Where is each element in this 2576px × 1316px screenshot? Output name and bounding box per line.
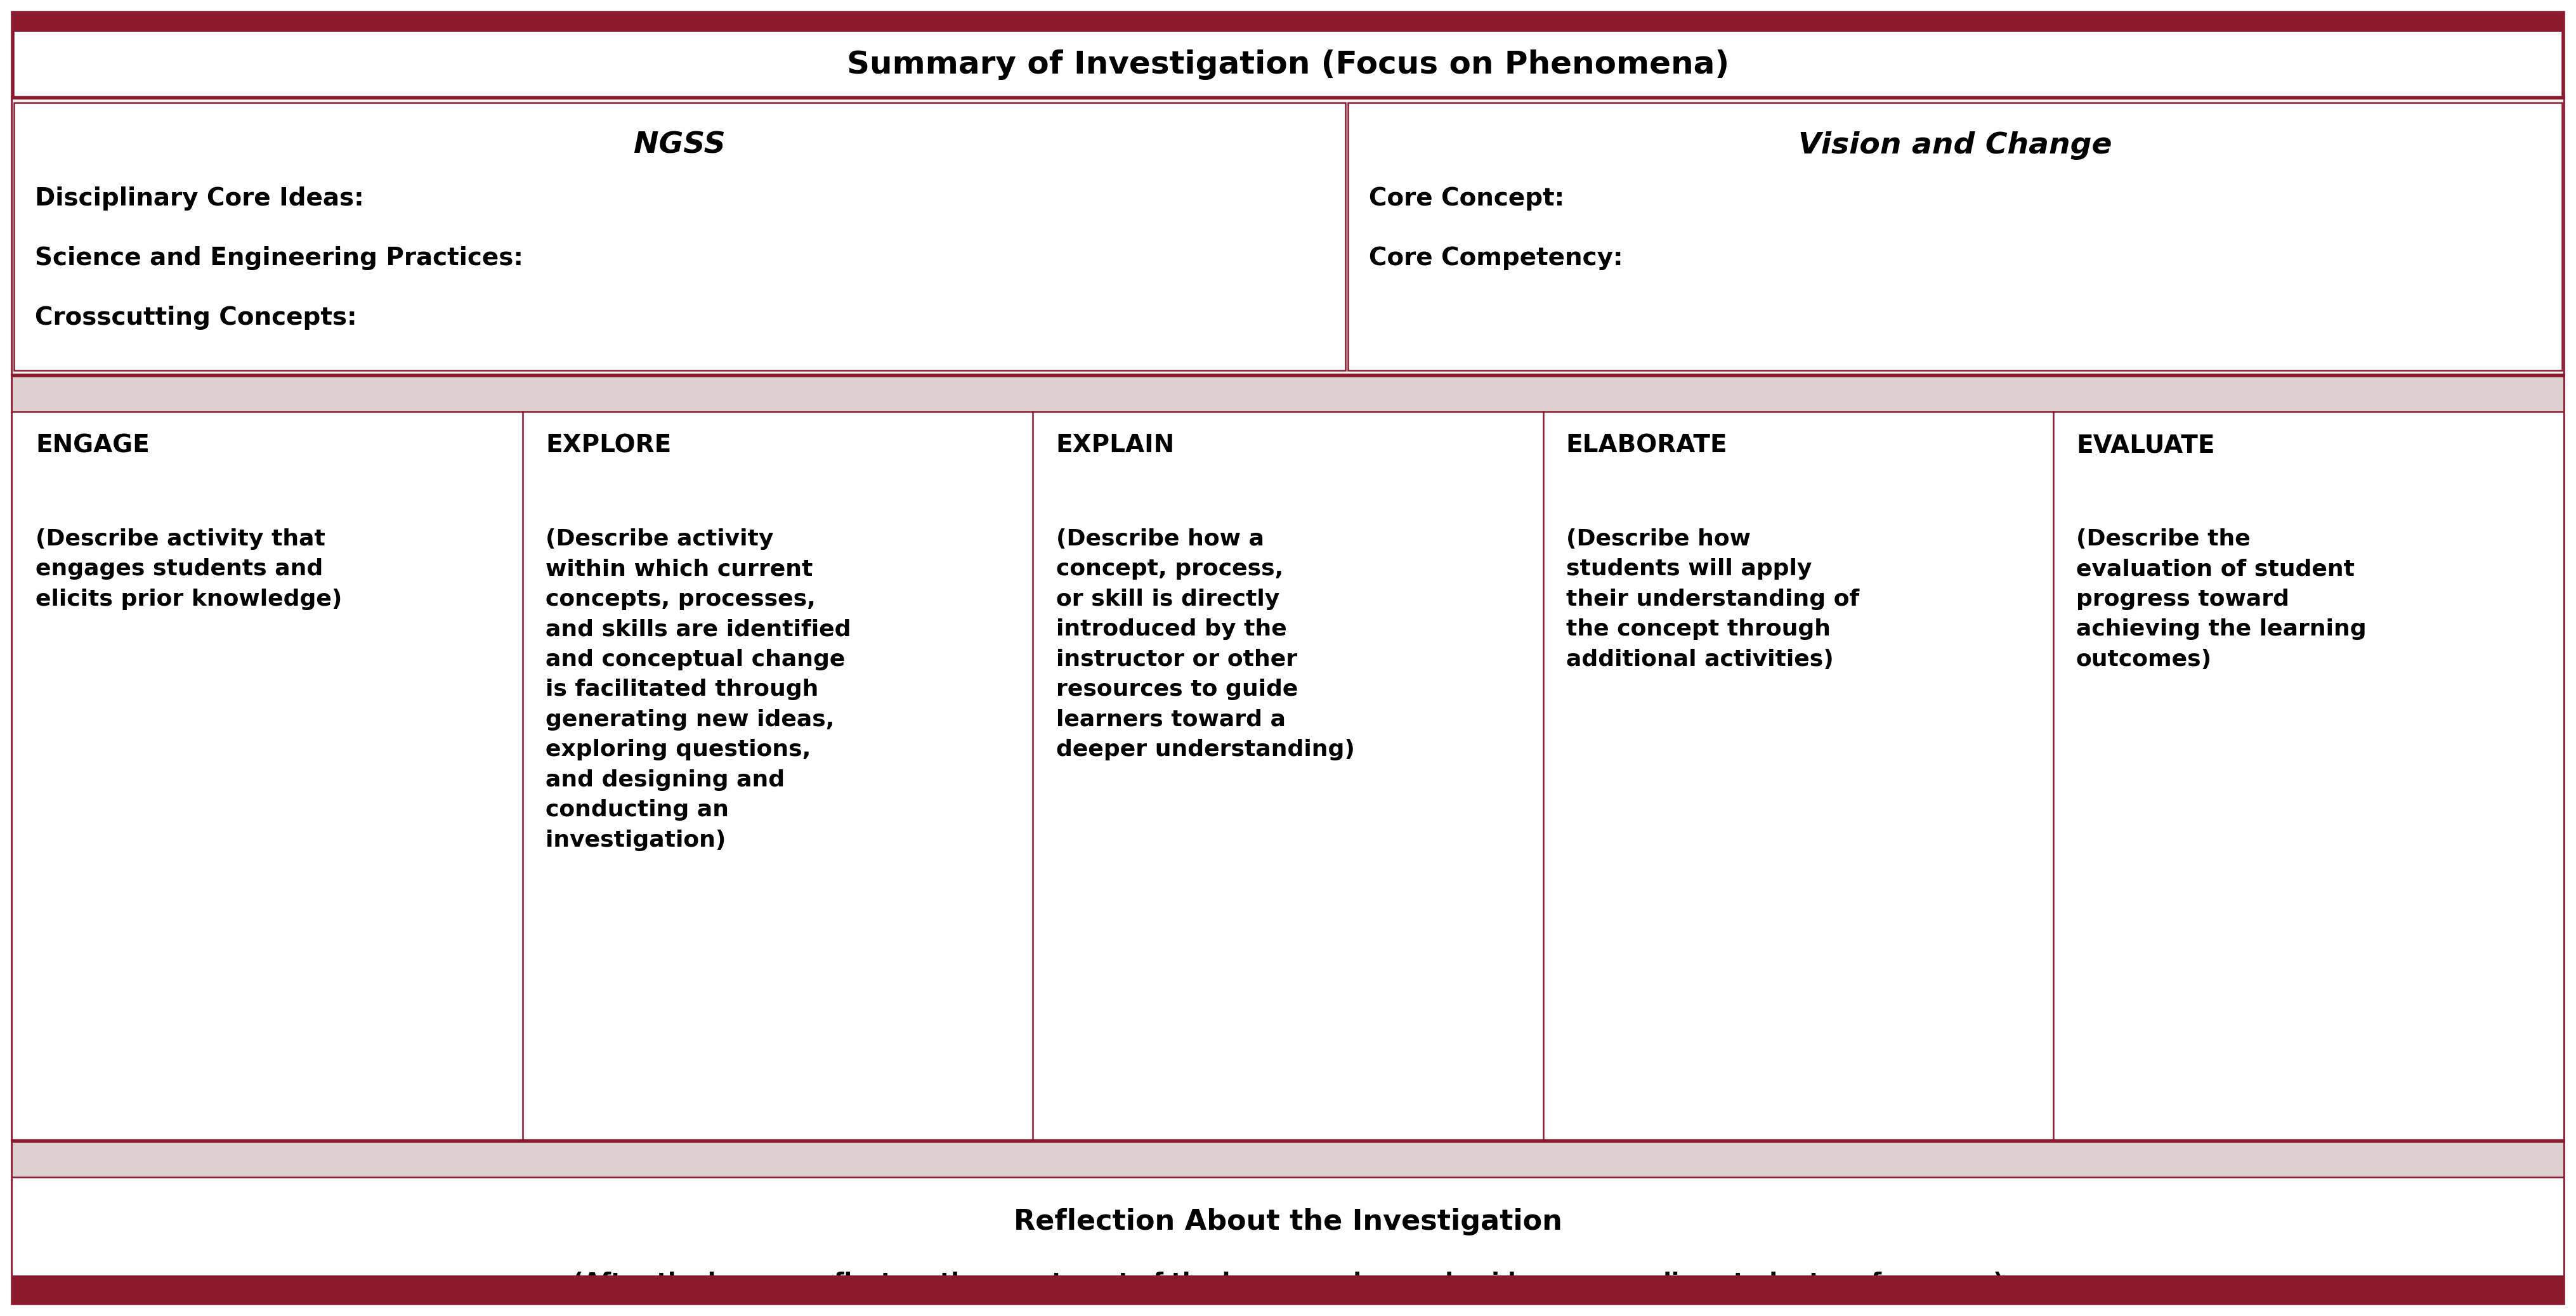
Text: ELABORATE: ELABORATE <box>1566 433 1728 458</box>
Bar <box>13 1177 2563 1303</box>
Text: Vision and Change: Vision and Change <box>1798 132 2112 159</box>
Bar <box>1033 412 1543 1141</box>
Bar <box>13 375 2563 412</box>
Bar <box>13 103 1345 370</box>
Text: Reflection About the Investigation: Reflection About the Investigation <box>1015 1208 1561 1236</box>
Text: (Describe how a
concept, process,
or skill is directly
introduced by the
instruc: (Describe how a concept, process, or ski… <box>1056 528 1355 761</box>
Bar <box>13 1275 2563 1303</box>
Text: Core Competency:: Core Competency: <box>1368 246 1623 270</box>
Text: (Describe the
evaluation of student
progress toward
achieving the learning
outco: (Describe the evaluation of student prog… <box>2076 528 2367 670</box>
Text: (Describe activity
within which current
concepts, processes,
and skills are iden: (Describe activity within which current … <box>546 528 850 851</box>
Bar <box>1543 412 2053 1141</box>
Text: Crosscutting Concepts:: Crosscutting Concepts: <box>36 307 358 330</box>
Bar <box>1347 103 2563 370</box>
Text: EXPLORE: EXPLORE <box>546 433 672 458</box>
Text: (Describe how
students will apply
their understanding of
the concept through
add: (Describe how students will apply their … <box>1566 528 1860 670</box>
Bar <box>523 412 1033 1141</box>
Text: Summary of Investigation (Focus on Phenomena): Summary of Investigation (Focus on Pheno… <box>848 50 1728 80</box>
Bar <box>13 13 2563 32</box>
Bar <box>13 412 523 1141</box>
Text: EVALUATE: EVALUATE <box>2076 433 2215 458</box>
Text: Core Concept:: Core Concept: <box>1368 187 1564 211</box>
Text: Science and Engineering Practices:: Science and Engineering Practices: <box>36 246 523 270</box>
Text: (After the lesson, reflect on the enactment of the lesson and record evidence re: (After the lesson, reflect on the enactm… <box>572 1271 2004 1294</box>
Text: Disciplinary Core Ideas:: Disciplinary Core Ideas: <box>36 187 363 211</box>
Bar <box>13 1141 2563 1177</box>
Text: ENGAGE: ENGAGE <box>36 433 149 458</box>
Text: EXPLAIN: EXPLAIN <box>1056 433 1175 458</box>
Bar <box>2053 412 2563 1141</box>
Text: NGSS: NGSS <box>634 132 726 159</box>
Bar <box>13 97 2563 375</box>
Text: (Describe activity that
engages students and
elicits prior knowledge): (Describe activity that engages students… <box>36 528 343 611</box>
